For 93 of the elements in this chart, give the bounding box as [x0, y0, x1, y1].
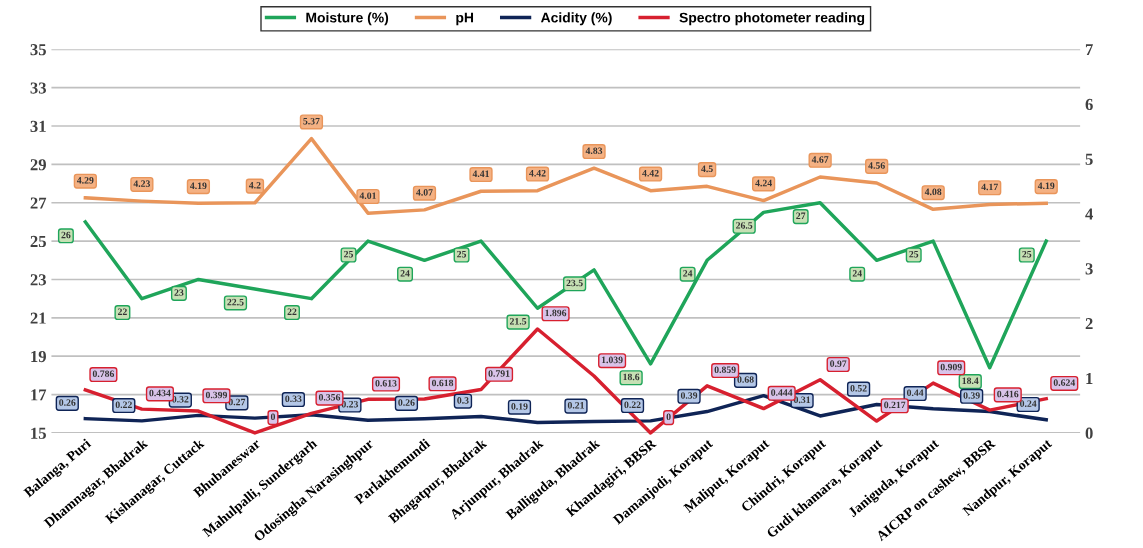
- data-label: 4.2: [248, 181, 261, 189]
- y-tick-label: 15: [31, 427, 46, 439]
- legend-label: pH: [456, 12, 474, 26]
- data-label: 1.896: [545, 309, 567, 317]
- y2-tick-label: 1: [1086, 372, 1093, 384]
- data-label: 0.356: [318, 394, 341, 401]
- data-label: 0.416: [997, 390, 1019, 398]
- data-label: 0.97: [830, 360, 847, 367]
- legend-label: Acidity (%): [540, 12, 612, 26]
- data-label: 5.37: [303, 117, 320, 125]
- data-label: 0.44: [906, 389, 924, 397]
- data-label: 4.5: [701, 165, 713, 173]
- data-label: 0.217: [884, 401, 906, 409]
- data-label: 0.26: [398, 399, 415, 406]
- legend-label: Spectro photometer reading: [679, 12, 865, 26]
- data-label: 26: [61, 231, 71, 239]
- data-label: 24: [683, 270, 693, 277]
- data-label: 0.39: [963, 392, 980, 399]
- data-label: 0.613: [375, 379, 397, 387]
- data-label: 18.6: [623, 373, 640, 381]
- data-label: 25: [1022, 250, 1032, 258]
- data-label: 22.5: [227, 298, 244, 306]
- y-tick-label: 25: [30, 235, 46, 248]
- y-tick-label: 33: [30, 82, 46, 94]
- data-label: 4.07: [416, 189, 433, 196]
- y2-tick-label: 4: [1085, 208, 1094, 220]
- data-label: 23.5: [566, 279, 583, 287]
- data-label: 21.5: [509, 318, 527, 325]
- y2-tick-label: 7: [1085, 44, 1093, 56]
- data-label: 4.83: [585, 147, 603, 155]
- data-label: 0.399: [205, 391, 228, 399]
- data-label: 4.17: [981, 183, 998, 191]
- y-tick-label: 31: [30, 120, 46, 132]
- y-tick-label: 17: [31, 389, 47, 401]
- legend-label: Moisture (%): [306, 12, 389, 26]
- data-label: 0.26: [59, 399, 76, 406]
- data-label: 4.19: [1037, 182, 1055, 190]
- data-label: 24: [852, 270, 862, 277]
- data-label: 0.624: [1053, 379, 1076, 386]
- data-label: 0.39: [680, 392, 698, 399]
- data-label: 0: [270, 413, 276, 421]
- data-label: 25: [344, 250, 354, 258]
- data-label: 1.039: [601, 356, 623, 364]
- data-label: 25: [909, 250, 919, 258]
- y-tick-label: 35: [30, 44, 46, 56]
- data-label: 4.08: [924, 188, 942, 196]
- y2-tick-label: 2: [1085, 318, 1093, 330]
- data-label: 0.23: [341, 400, 359, 408]
- y-tick-label: 21: [30, 312, 46, 324]
- data-label: 18.4: [962, 377, 979, 385]
- data-label: 0.3: [457, 397, 469, 404]
- y2-tick-label: 0: [1085, 427, 1093, 439]
- data-label: 0.786: [92, 370, 115, 378]
- y2-tick-label: 6: [1085, 98, 1093, 111]
- data-label: 0.909: [940, 363, 962, 371]
- data-label: 0.52: [850, 385, 867, 392]
- data-label: 0.791: [488, 370, 510, 377]
- data-label: 0.22: [624, 401, 641, 409]
- data-label: 27: [796, 212, 806, 219]
- data-label: 0.22: [115, 401, 132, 409]
- data-label: 26.5: [736, 222, 753, 229]
- data-label: 25: [457, 250, 467, 258]
- line-series: [83, 327, 1048, 435]
- data-label: 22: [287, 308, 297, 315]
- data-label: 4.42: [529, 169, 546, 177]
- y-tick-label: 27: [30, 197, 47, 209]
- data-label: 0.68: [737, 376, 754, 383]
- data-label: 4.42: [642, 169, 659, 177]
- data-label: 0.618: [431, 379, 454, 387]
- data-label: 4.23: [133, 180, 151, 187]
- data-label: 0.859: [714, 366, 736, 374]
- data-label: 0.19: [511, 403, 528, 410]
- data-label: 4.56: [868, 162, 885, 169]
- data-label: 23: [174, 289, 184, 296]
- data-label: 22: [117, 308, 127, 315]
- y-tick-label: 29: [30, 159, 46, 171]
- data-label: 0.33: [285, 395, 302, 403]
- data-label: 0.444: [771, 389, 793, 396]
- y-tick-label: 19: [31, 350, 46, 363]
- y-tick-label: 23: [30, 274, 46, 286]
- data-label: 0.24: [1020, 400, 1037, 407]
- data-label: 4.67: [811, 156, 829, 163]
- data-label: 0.434: [149, 389, 171, 397]
- data-label: 24: [400, 270, 410, 277]
- data-label: 4.29: [76, 177, 94, 184]
- data-label: 4.41: [472, 170, 490, 178]
- y2-tick-label: 5: [1085, 153, 1093, 165]
- data-label: 4.24: [755, 179, 772, 187]
- data-label: 4.01: [359, 192, 376, 199]
- y2-tick-label: 3: [1085, 263, 1093, 275]
- data-label: 0.21: [567, 402, 584, 409]
- data-label: 0: [666, 413, 671, 421]
- data-label: 4.19: [190, 182, 207, 190]
